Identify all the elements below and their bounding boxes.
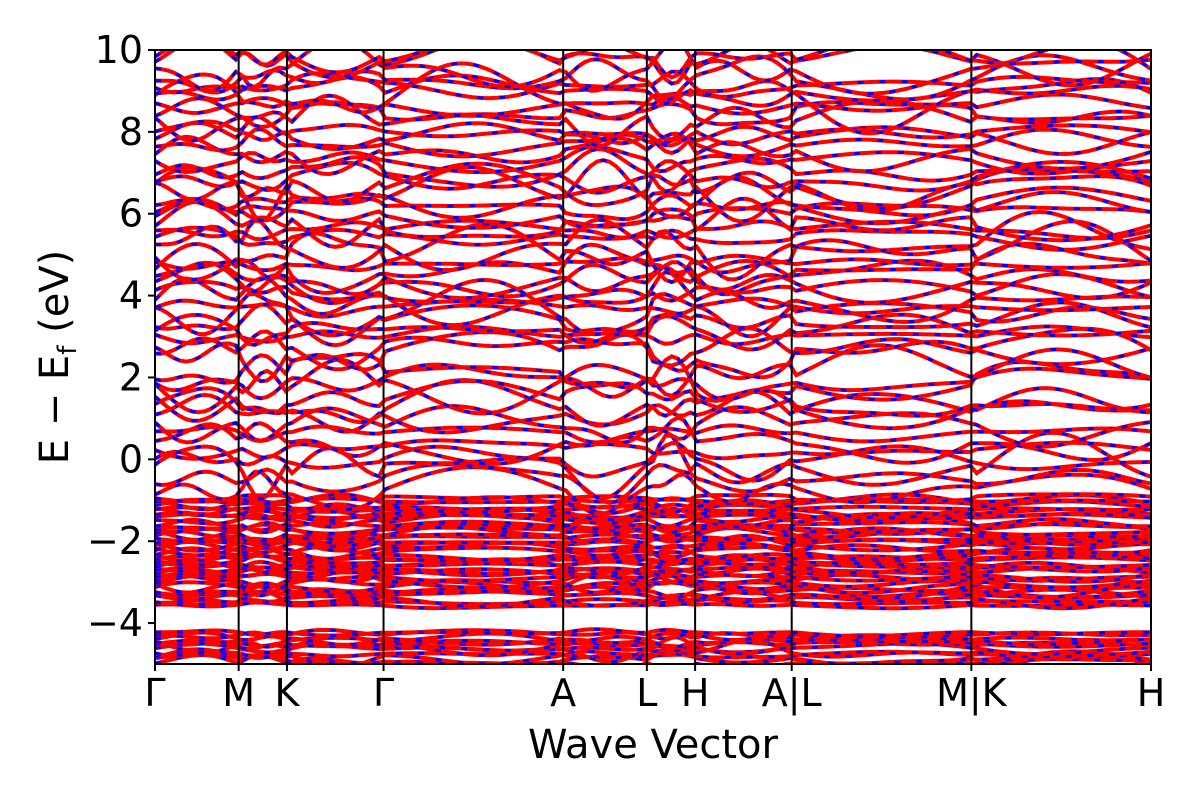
band-line-spin-down [155,147,1151,194]
y-tick-label: 6 [119,192,143,236]
x-tick-label: Γ [144,671,165,715]
y-axis-label-subscript: f [53,345,83,355]
band-line-spin-down [155,415,1151,466]
band-line-spin-up [155,131,1151,177]
band-line-spin-up [155,378,1151,423]
band-line-spin-up [155,260,1151,306]
band-line-spin-down [155,638,1151,664]
band-line-spin-down [155,631,1151,647]
band-line-spin-down [155,270,1151,327]
band-lines [155,50,1151,664]
x-tick-label: A [550,671,576,715]
band-line-spin-up [155,326,1151,372]
x-tick-label: M|K [936,671,1008,716]
band-line-spin-down [155,631,1151,649]
band-line-spin-up [155,492,1151,504]
band-line-spin-up [155,441,1151,483]
band-line-spin-down [155,378,1151,430]
band-line-spin-up [155,50,1151,80]
band-line-spin-down [155,570,1151,590]
band-line-spin-down [155,272,1151,305]
band-line-spin-down [155,566,1151,584]
band-line-spin-down [155,647,1151,664]
y-axis-label: E − Ef (eV) [32,250,83,465]
band-line-spin-up [155,627,1151,639]
band-line-spin-down [155,363,1151,402]
band-line-spin-down [155,145,1151,176]
band-line-spin-down [155,523,1151,542]
y-tick-label: 8 [119,110,143,154]
band-line-spin-up [155,638,1151,650]
band-line-spin-down [155,327,1151,383]
band-line-spin-down [155,158,1151,223]
band-line-spin-down [155,219,1151,241]
band-line-spin-down [155,582,1151,600]
band-line-spin-down [155,74,1151,108]
y-tick-label: −2 [87,519,143,563]
band-line-spin-down [155,127,1151,158]
band-line-spin-down [155,423,1151,444]
band-line-spin-down [155,512,1151,534]
band-line-spin-down [155,431,1151,501]
x-axis-label: Wave Vector [528,722,779,768]
y-tick-label: −4 [87,601,143,645]
x-tick-label: H [681,671,710,715]
band-line-spin-down [155,53,1151,102]
band-line-spin-down [155,297,1151,319]
band-line-spin-down [155,557,1151,576]
band-line-spin-down [155,197,1151,230]
y-tick-label: 0 [119,437,143,481]
x-tick-label: A|L [762,671,822,716]
band-line-spin-down [155,539,1151,561]
y-axis-ticks: −4 −2 0 2 4 6 8 10 [87,28,155,645]
band-line-spin-down [155,438,1151,461]
band-line-spin-down [155,226,1151,252]
band-line-spin-down [155,313,1151,352]
x-tick-label: H [1137,671,1166,715]
band-line-spin-down [155,498,1151,515]
x-tick-label: L [636,671,657,715]
band-line-spin-up [155,404,1151,449]
band-line-spin-down [155,121,1151,156]
y-tick-label: 2 [119,355,143,399]
x-tick-label: M [222,671,255,715]
y-tick-label: 10 [95,28,143,72]
y-axis-label-unit: (eV) [32,250,78,346]
band-line-spin-up [155,258,1151,301]
band-line-spin-up [155,300,1151,348]
band-line-spin-down [155,115,1151,148]
band-line-spin-up [155,277,1151,339]
band-line-spin-down [155,92,1151,118]
x-axis-ticks: Γ M K Γ A L H A|L M|K H [144,664,1165,716]
band-line-spin-down [155,462,1151,505]
band-line-spin-down [155,96,1151,129]
band-line-spin-down [155,502,1151,522]
band-line-spin-down [155,197,1151,249]
y-tick-label: 4 [119,274,143,318]
band-line-spin-down [155,573,1151,595]
band-line-spin-up [155,175,1151,220]
band-line-spin-up [155,324,1151,347]
band-line-spin-up [155,465,1151,517]
band-line-spin-up [155,504,1151,514]
band-line-spin-down [155,253,1151,272]
x-tick-label: K [274,671,300,715]
y-axis-label-main: E − E [32,355,78,465]
x-tick-label: Γ [373,671,394,715]
plot-frame [154,49,1152,665]
band-line-spin-up [155,50,1151,88]
band-line-spin-up [155,219,1151,285]
high-symmetry-lines [237,50,973,664]
band-line-spin-up [155,343,1151,398]
